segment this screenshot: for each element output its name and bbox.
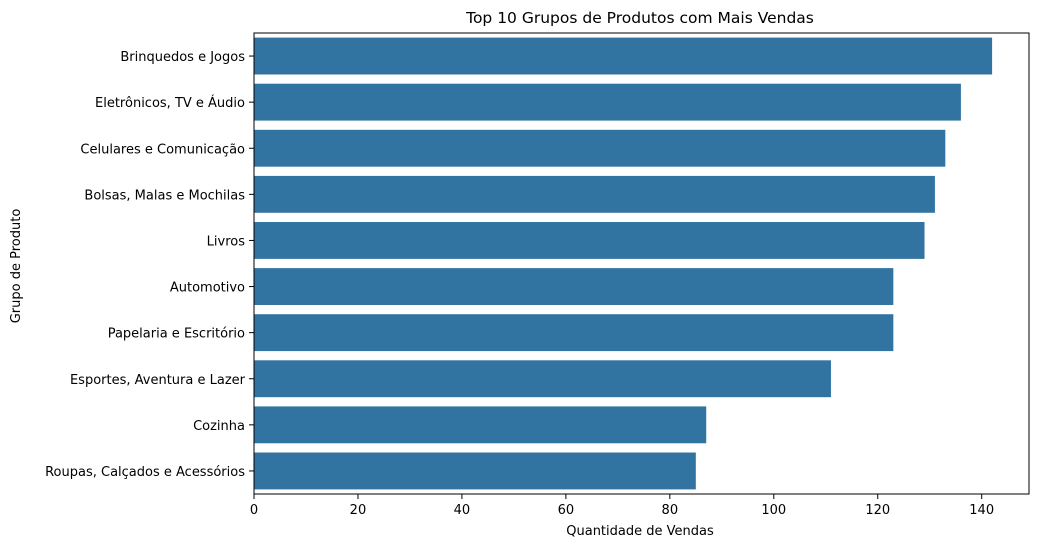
x-tick-label: 100 xyxy=(761,503,786,518)
x-axis-title: Quantidade de Vendas xyxy=(566,524,714,539)
bar-5 xyxy=(254,268,894,305)
y-tick-label: Celulares e Comunicação xyxy=(80,142,245,157)
plot-frame xyxy=(253,32,1030,495)
y-tick-label: Papelaria e Escritório xyxy=(108,327,245,342)
y-tick-label: Cozinha xyxy=(193,419,245,434)
y-tick-label: Automotivo xyxy=(170,281,245,296)
bar-6 xyxy=(254,314,894,352)
bar-8 xyxy=(254,406,707,444)
x-tick-label: 20 xyxy=(350,503,367,518)
chart-title: Top 10 Grupos de Produtos com Mais Venda… xyxy=(465,9,814,27)
y-tick-label: Eletrônicos, TV e Áudio xyxy=(95,95,245,111)
bar-1 xyxy=(254,83,961,121)
bar-7 xyxy=(254,360,831,398)
bar-0 xyxy=(254,37,993,75)
y-tick-label: Livros xyxy=(207,234,246,249)
y-tick-label: Brinquedos e Jogos xyxy=(120,50,245,65)
bar-3 xyxy=(254,175,935,213)
bar-4 xyxy=(254,222,925,259)
y-axis-title: Grupo de Produto xyxy=(9,209,24,324)
bar-2 xyxy=(254,129,946,167)
x-tick-label: 120 xyxy=(865,503,890,518)
x-tick-label: 40 xyxy=(454,503,471,518)
y-tick-labels: Brinquedos e Jogos Eletrônicos, TV e Áudi… xyxy=(45,50,254,480)
x-tick-label: 80 xyxy=(662,503,679,518)
bars-group xyxy=(254,37,993,490)
x-tick-label: 0 xyxy=(250,503,258,518)
x-ticks: 0 20 40 60 80 100 120 140 xyxy=(250,494,994,518)
y-tick-label: Esportes, Aventura e Lazer xyxy=(70,373,246,388)
y-tick-label: Bolsas, Malas e Mochilas xyxy=(84,188,245,203)
y-tick-label: Roupas, Calçados e Acessórios xyxy=(45,465,245,480)
x-tick-label: 140 xyxy=(969,503,994,518)
bar-9 xyxy=(254,452,696,490)
x-tick-label: 60 xyxy=(558,503,575,518)
